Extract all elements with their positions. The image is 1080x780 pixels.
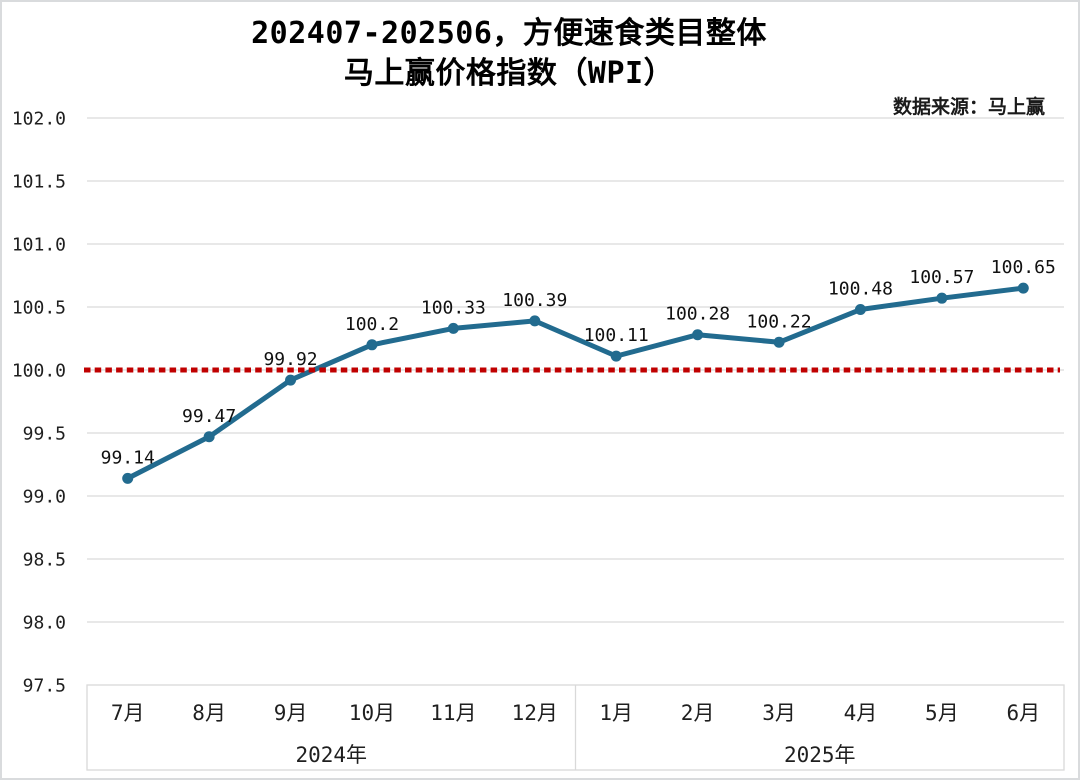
data-point-marker — [285, 374, 297, 386]
y-axis-tick-label: 100.0 — [12, 361, 66, 382]
month-label: 3月 — [762, 701, 796, 725]
data-point-marker — [692, 329, 704, 341]
month-label: 4月 — [844, 701, 878, 725]
y-axis-tick-label: 98.0 — [23, 613, 66, 634]
y-axis-tick-label: 99.0 — [23, 487, 66, 508]
chart-title-line2: 马上赢价格指数（WPI） — [343, 56, 675, 91]
year-label: 2024年 — [295, 743, 367, 767]
data-point-label: 100.11 — [584, 325, 649, 346]
y-axis-tick-label: 100.5 — [12, 298, 66, 319]
y-axis-tick-label: 97.5 — [23, 676, 66, 697]
y-axis-tick-label: 98.5 — [23, 550, 66, 571]
month-label: 10月 — [349, 701, 395, 725]
chart-title: 202407-202506，方便速食类目整体 马上赢价格指数（WPI） — [2, 14, 1016, 94]
data-point-marker — [447, 322, 459, 334]
series-line — [125, 285, 1026, 481]
data-point-label: 99.47 — [182, 406, 236, 427]
month-label: 6月 — [1006, 701, 1040, 725]
data-point-marker — [936, 292, 948, 304]
data-point-label: 100.39 — [502, 290, 567, 311]
year-label: 2025年 — [784, 743, 856, 767]
data-point-label: 99.92 — [263, 349, 317, 370]
data-point-label: 100.57 — [909, 267, 974, 288]
y-axis-tick-label: 102.0 — [12, 109, 66, 130]
month-label: 8月 — [192, 701, 226, 725]
y-axis-tick-label: 101.5 — [12, 172, 66, 193]
y-axis-tick-label: 99.5 — [23, 424, 66, 445]
data-point-marker — [610, 350, 622, 362]
month-label: 9月 — [274, 701, 308, 725]
data-point-marker — [854, 304, 866, 316]
month-label: 7月 — [111, 701, 145, 725]
data-point-marker — [366, 339, 378, 351]
month-label: 1月 — [599, 701, 633, 725]
data-point-label: 100.28 — [665, 304, 730, 325]
month-label: 11月 — [430, 701, 476, 725]
data-point-marker — [529, 315, 541, 327]
month-label: 12月 — [512, 701, 558, 725]
data-point-marker — [203, 431, 215, 443]
data-point-label: 99.14 — [101, 447, 155, 468]
month-label: 2月 — [681, 701, 715, 725]
data-point-marker — [773, 336, 785, 348]
data-point-marker — [122, 472, 134, 484]
month-label: 5月 — [925, 701, 959, 725]
data-point-label: 100.22 — [747, 311, 812, 332]
data-point-marker — [1017, 282, 1029, 294]
data-point-label: 100.33 — [421, 297, 486, 318]
data-point-label: 100.65 — [991, 257, 1056, 278]
data-source-note: 数据来源：马上赢 — [892, 96, 1045, 118]
data-point-label: 100.48 — [828, 279, 893, 300]
chart-title-line1: 202407-202506，方便速食类目整体 — [251, 16, 767, 51]
data-point-label: 100.2 — [345, 314, 399, 335]
y-axis-tick-label: 101.0 — [12, 235, 66, 256]
